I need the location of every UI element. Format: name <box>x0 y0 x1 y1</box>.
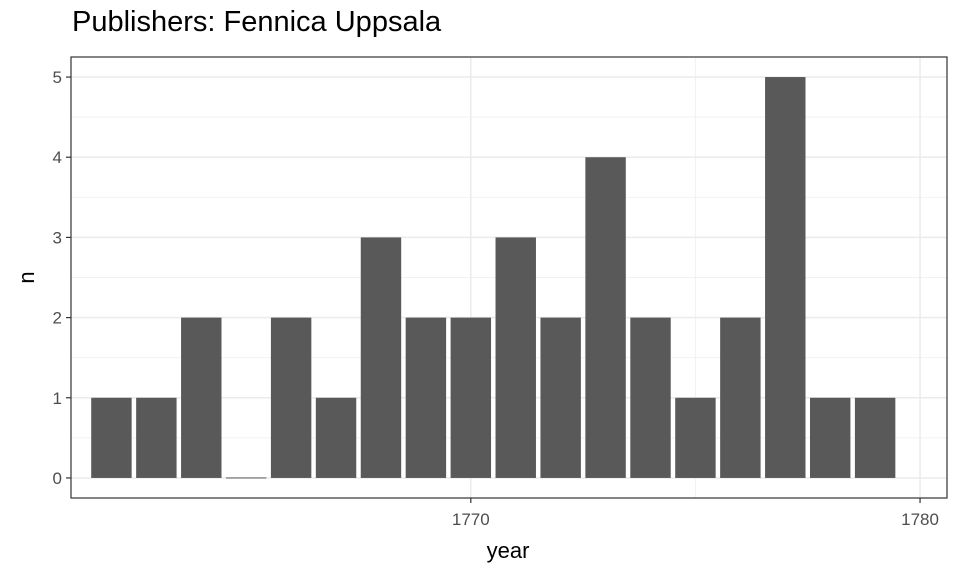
bar <box>136 397 177 478</box>
y-axis: 0 1 2 3 4 5 <box>53 68 71 488</box>
y-tick-label: 1 <box>53 389 62 408</box>
panel-border <box>70 56 948 499</box>
chart-title: Publishers: Fennica Uppsala <box>72 6 442 38</box>
bar <box>585 157 626 478</box>
y-tick-label: 4 <box>53 148 62 167</box>
bar <box>765 77 806 478</box>
x-axis-title: year <box>487 538 530 563</box>
bar <box>405 317 447 478</box>
bars <box>91 77 896 479</box>
y-axis-title: n <box>14 271 39 283</box>
x-tick-label: 1770 <box>452 510 490 529</box>
bar <box>225 477 267 479</box>
bar <box>854 397 896 478</box>
bar <box>675 397 716 478</box>
bar <box>450 317 492 478</box>
bar <box>181 317 222 478</box>
y-tick-label: 3 <box>53 228 62 247</box>
bar <box>809 397 851 478</box>
bar <box>270 317 312 478</box>
bar <box>91 397 132 478</box>
y-tick-label: 2 <box>53 309 62 328</box>
bar <box>315 397 357 478</box>
bar <box>495 237 536 478</box>
bar <box>630 317 671 478</box>
x-axis: 1770 1780 <box>452 498 939 529</box>
y-tick-label: 0 <box>53 469 62 488</box>
y-tick-label: 5 <box>53 68 62 87</box>
bar <box>720 317 761 478</box>
bar <box>540 317 581 478</box>
bar <box>360 237 402 478</box>
x-tick-label: 1780 <box>901 510 939 529</box>
